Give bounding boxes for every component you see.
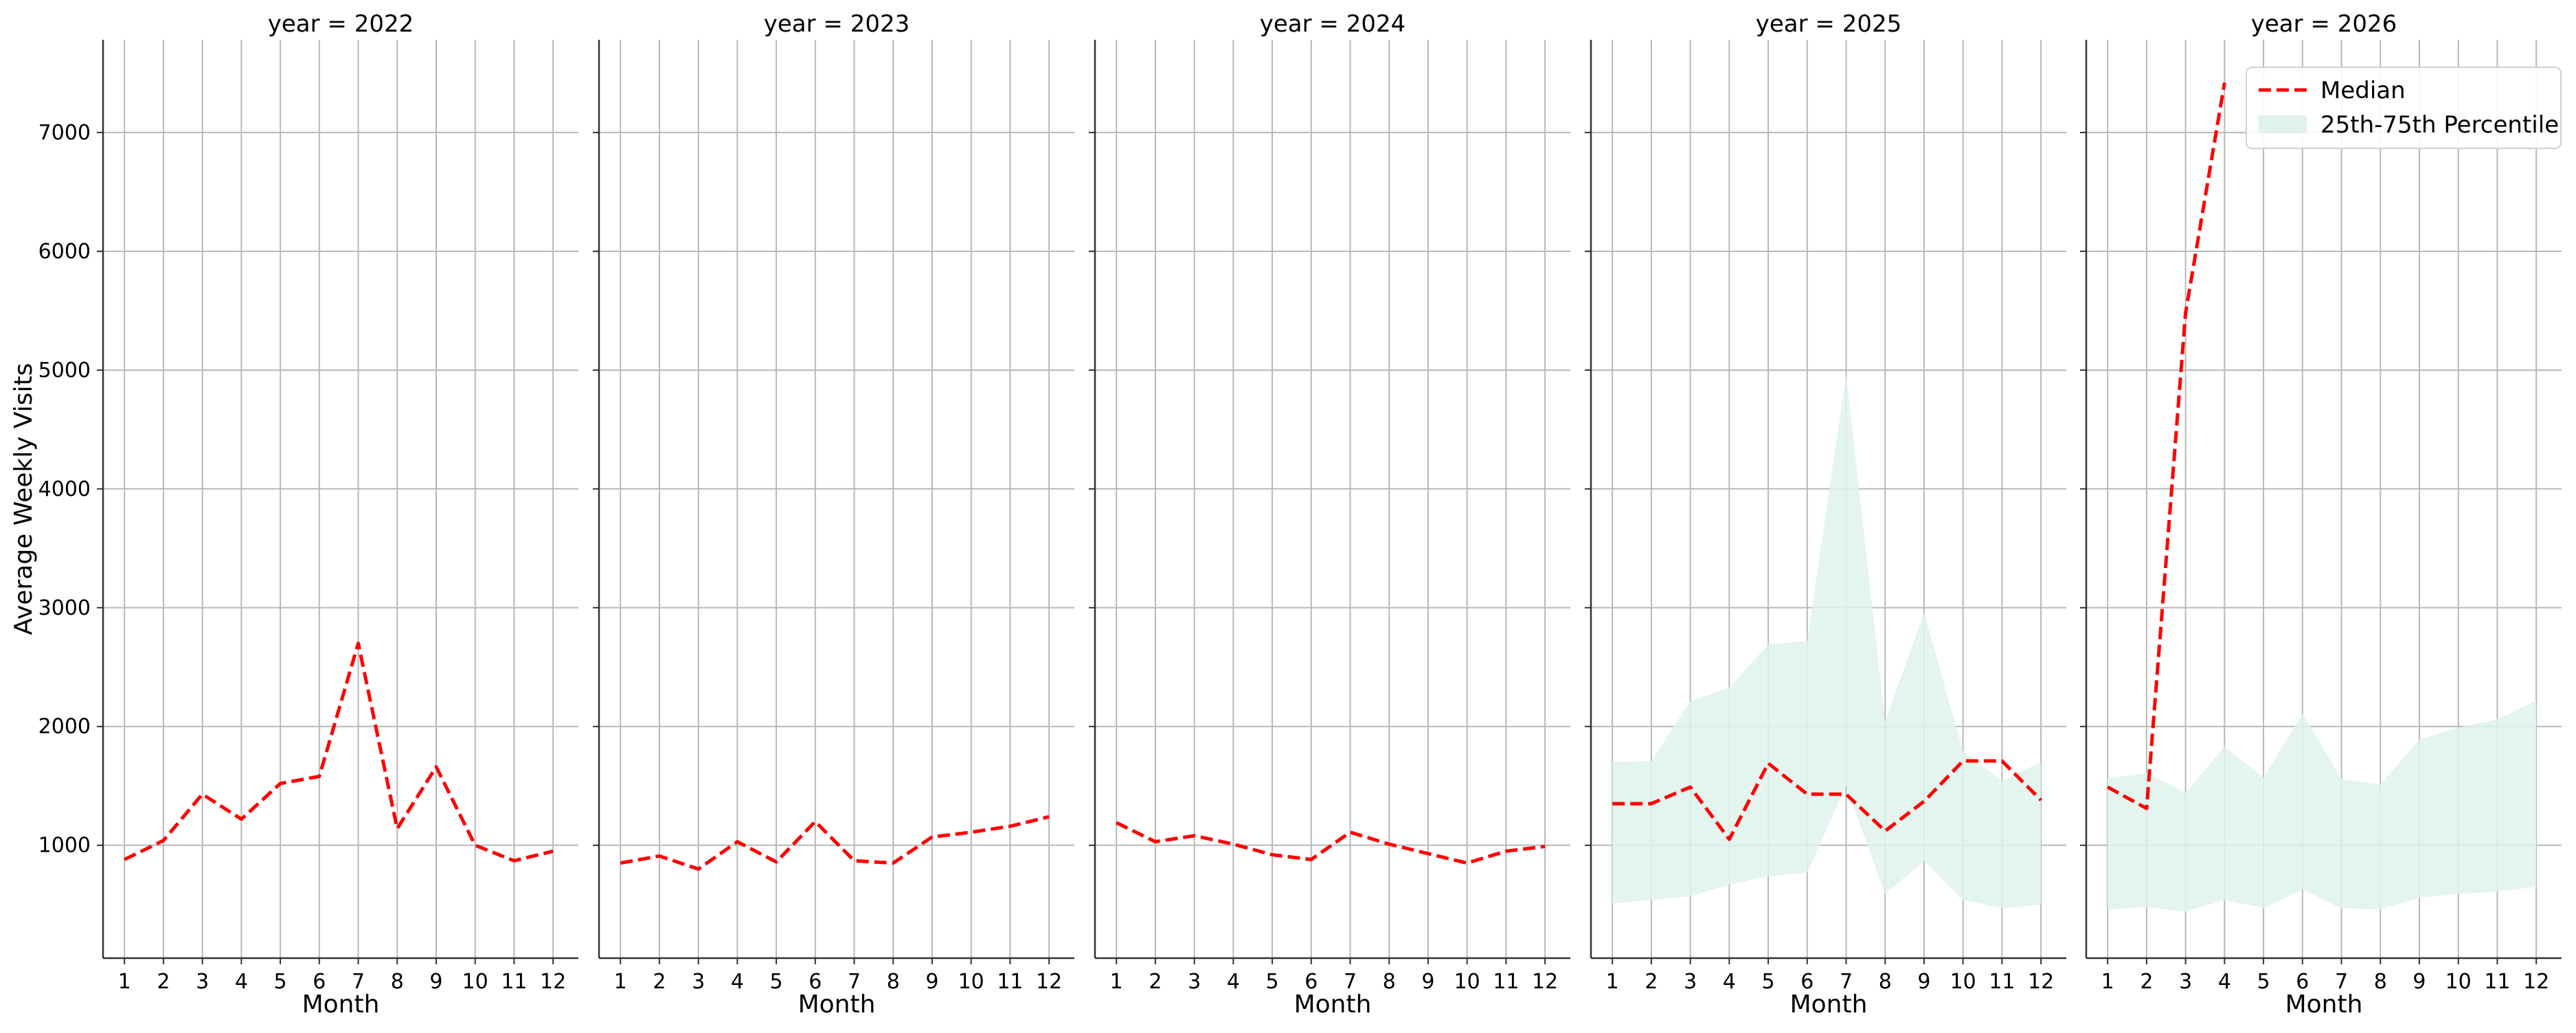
x-tick-label: 4 bbox=[2218, 970, 2231, 994]
x-tick-label: 1 bbox=[1606, 970, 1619, 994]
x-tick-label: 8 bbox=[1879, 970, 1892, 994]
x-tick-label: 5 bbox=[770, 970, 783, 994]
x-tick-label: 2 bbox=[157, 970, 170, 994]
legend-band-swatch bbox=[2259, 115, 2307, 133]
median-line bbox=[620, 815, 1050, 871]
x-tick-label: 9 bbox=[925, 970, 938, 994]
x-tick-label: 4 bbox=[731, 970, 744, 994]
y-tick-label: 3000 bbox=[38, 596, 91, 620]
x-axis-label: Month bbox=[798, 990, 876, 1019]
x-tick-label: 6 bbox=[313, 970, 326, 994]
y-tick-label: 6000 bbox=[38, 240, 91, 264]
x-tick-label: 11 bbox=[1493, 970, 1519, 994]
x-tick-label: 12 bbox=[2523, 970, 2549, 994]
x-tick-label: 9 bbox=[2413, 970, 2426, 994]
x-tick-label: 2 bbox=[1149, 970, 1162, 994]
panel-title: year = 2023 bbox=[764, 10, 909, 38]
x-tick-label: 7 bbox=[352, 970, 365, 994]
x-tick-label: 4 bbox=[1227, 970, 1240, 994]
x-tick-label: 8 bbox=[1383, 970, 1396, 994]
x-axis-label: Month bbox=[302, 990, 380, 1019]
x-tick-label: 5 bbox=[1266, 970, 1279, 994]
panel-1: 1 2 3 4 5 6 7 8 9 10 11 121000200030004000500060007… bbox=[38, 10, 578, 1019]
x-tick-label: 12 bbox=[540, 970, 566, 994]
legend: Median 25th-75th Percentile bbox=[2246, 67, 2562, 149]
x-tick-label: 5 bbox=[1762, 970, 1775, 994]
x-tick-label: 3 bbox=[196, 970, 209, 994]
y-tick-label: 2000 bbox=[38, 715, 91, 739]
x-tick-label: 7 bbox=[848, 970, 861, 994]
x-tick-label: 4 bbox=[235, 970, 248, 994]
x-tick-label: 12 bbox=[1532, 970, 1558, 994]
y-tick-label: 4000 bbox=[38, 477, 91, 501]
median-line bbox=[124, 642, 554, 863]
x-tick-label: 7 bbox=[2335, 970, 2348, 994]
x-tick-label: 7 bbox=[1344, 970, 1357, 994]
x-axis-label: Month bbox=[2285, 990, 2363, 1019]
x-tick-label: 2 bbox=[2140, 970, 2153, 994]
x-tick-label: 3 bbox=[1188, 970, 1201, 994]
panel-title: year = 2026 bbox=[2251, 10, 2397, 38]
x-tick-label: 5 bbox=[2257, 970, 2270, 994]
x-tick-label: 2 bbox=[653, 970, 666, 994]
x-tick-label: 6 bbox=[2296, 970, 2309, 994]
x-tick-label: 4 bbox=[1723, 970, 1736, 994]
x-tick-label: 6 bbox=[1800, 970, 1814, 994]
x-tick-label: 10 bbox=[2445, 970, 2472, 994]
x-tick-label: 6 bbox=[809, 970, 822, 994]
x-tick-label: 11 bbox=[2484, 970, 2510, 994]
x-tick-label: 9 bbox=[429, 970, 442, 994]
x-tick-label: 10 bbox=[1950, 970, 1976, 994]
x-tick-label: 12 bbox=[1036, 970, 1062, 994]
x-tick-label: 10 bbox=[958, 970, 984, 994]
x-tick-label: 11 bbox=[997, 970, 1023, 994]
x-tick-label: 8 bbox=[887, 970, 900, 994]
percentile-band bbox=[2108, 700, 2537, 912]
x-tick-label: 1 bbox=[1110, 970, 1123, 994]
x-tick-label: 3 bbox=[1684, 970, 1697, 994]
y-tick-label: 5000 bbox=[38, 359, 91, 383]
x-tick-label: 8 bbox=[2374, 970, 2387, 994]
x-tick-label: 8 bbox=[391, 970, 404, 994]
y-tick-label: 7000 bbox=[38, 121, 91, 145]
x-tick-label: 6 bbox=[1304, 970, 1318, 994]
x-tick-label: 2 bbox=[1645, 970, 1658, 994]
x-axis-label: Month bbox=[1294, 990, 1372, 1019]
panel-title: year = 2024 bbox=[1260, 10, 1405, 38]
median-line bbox=[2106, 82, 2226, 810]
median-line bbox=[1612, 759, 2042, 841]
legend-median-label: Median bbox=[2320, 77, 2406, 104]
percentile-band bbox=[1612, 374, 2042, 909]
panel-title: year = 2022 bbox=[268, 10, 414, 38]
y-axis-label: Average Weekly Visits bbox=[10, 363, 38, 635]
x-tick-label: 3 bbox=[692, 970, 705, 994]
x-tick-label: 9 bbox=[1421, 970, 1434, 994]
x-tick-label: 11 bbox=[501, 970, 527, 994]
x-tick-label: 10 bbox=[462, 970, 488, 994]
x-tick-label: 11 bbox=[1989, 970, 2015, 994]
x-tick-label: 3 bbox=[2179, 970, 2192, 994]
x-axis-label: Month bbox=[1790, 990, 1868, 1019]
x-tick-label: 7 bbox=[1840, 970, 1853, 994]
legend-box bbox=[2246, 67, 2562, 149]
x-tick-label: 1 bbox=[614, 970, 627, 994]
legend-band-label: 25th-75th Percentile bbox=[2320, 111, 2559, 139]
x-tick-label: 5 bbox=[274, 970, 287, 994]
x-tick-label: 1 bbox=[118, 970, 131, 994]
x-tick-label: 10 bbox=[1454, 970, 1480, 994]
panel-title: year = 2025 bbox=[1756, 10, 1901, 38]
y-tick-label: 1000 bbox=[38, 834, 91, 858]
x-tick-label: 1 bbox=[2101, 970, 2114, 994]
x-tick-label: 12 bbox=[2028, 970, 2054, 994]
x-tick-label: 9 bbox=[1917, 970, 1930, 994]
median-line bbox=[1116, 821, 1546, 865]
